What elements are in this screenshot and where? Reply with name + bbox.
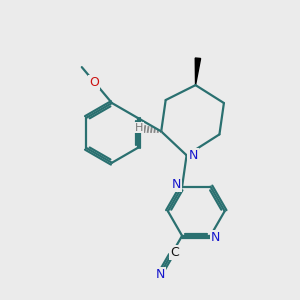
Text: N: N — [188, 149, 198, 162]
Polygon shape — [195, 58, 201, 85]
Text: N: N — [172, 178, 182, 191]
Text: H: H — [135, 122, 144, 133]
Text: O: O — [89, 76, 99, 89]
Text: C: C — [170, 246, 179, 259]
Text: N: N — [211, 231, 220, 244]
Text: N: N — [155, 268, 165, 281]
